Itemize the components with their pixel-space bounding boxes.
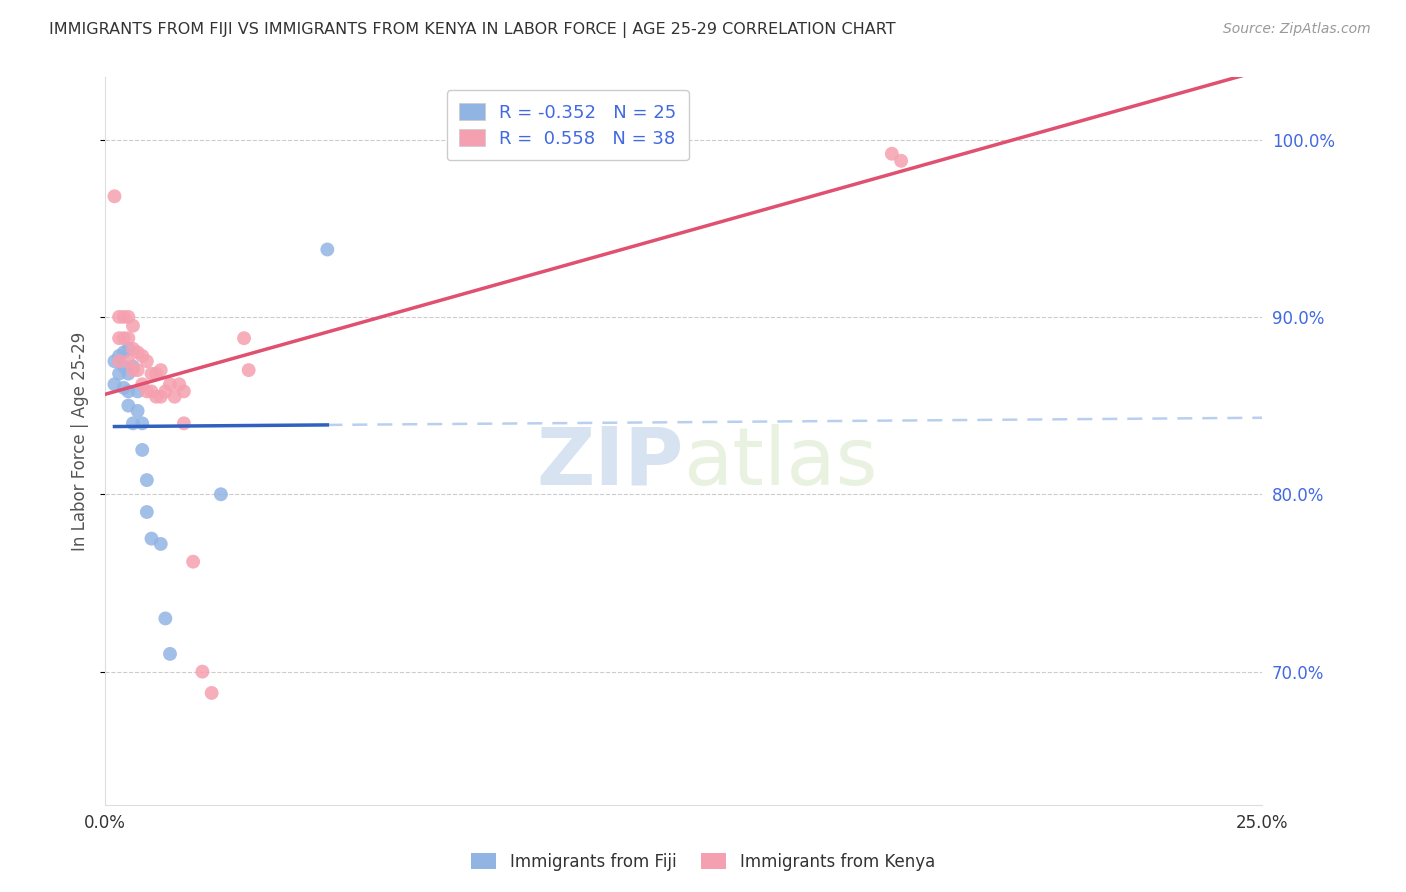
Point (141, 532, 163, 546)
Point (141, 384, 163, 399)
Point (117, 342, 139, 356)
Point (155, 611, 177, 625)
Point (135, 473, 157, 487)
Point (108, 354, 131, 368)
Point (890, 153, 912, 168)
Point (135, 384, 157, 399)
Point (112, 381, 135, 395)
Point (173, 417, 195, 431)
Point (108, 349, 131, 363)
Point (173, 384, 195, 399)
Point (191, 665, 214, 679)
Point (233, 331, 256, 345)
Point (131, 349, 153, 363)
Point (127, 404, 149, 418)
Point (238, 363, 260, 377)
Point (880, 146, 903, 161)
Point (135, 505, 157, 519)
Point (103, 189, 125, 203)
Legend: R = -0.352   N = 25, R =  0.558   N = 38: R = -0.352 N = 25, R = 0.558 N = 38 (447, 90, 689, 161)
Y-axis label: In Labor Force | Age 25-29: In Labor Force | Age 25-29 (72, 332, 89, 550)
Point (122, 363, 145, 377)
Point (112, 331, 135, 345)
Point (533, 146, 555, 161)
Point (122, 359, 145, 374)
Point (209, 487, 232, 501)
Point (112, 359, 135, 374)
Point (117, 310, 139, 324)
Text: atlas: atlas (683, 424, 877, 502)
Point (103, 354, 125, 368)
Point (108, 331, 131, 345)
Point (127, 363, 149, 377)
Point (127, 345, 149, 359)
Point (181, 555, 204, 569)
Point (145, 367, 167, 381)
Point (141, 367, 163, 381)
Point (167, 377, 190, 392)
Point (149, 537, 172, 551)
Point (131, 377, 153, 392)
Point (117, 384, 139, 399)
Point (131, 417, 153, 431)
Point (149, 363, 172, 377)
Point (117, 367, 139, 381)
Point (122, 318, 145, 333)
Point (117, 354, 139, 368)
Point (122, 417, 145, 431)
Point (117, 399, 139, 413)
Legend: Immigrants from Fiji, Immigrants from Kenya: Immigrants from Fiji, Immigrants from Ke… (463, 845, 943, 880)
Point (201, 686, 224, 700)
Point (103, 377, 125, 392)
Point (316, 243, 339, 257)
Point (159, 647, 181, 661)
Point (135, 354, 157, 368)
Point (127, 384, 149, 399)
Point (122, 342, 145, 356)
Point (108, 310, 131, 324)
Point (159, 377, 181, 392)
Point (149, 390, 172, 404)
Text: Source: ZipAtlas.com: Source: ZipAtlas.com (1223, 22, 1371, 37)
Point (145, 390, 167, 404)
Point (163, 390, 186, 404)
Point (131, 442, 153, 457)
Text: ZIP: ZIP (536, 424, 683, 502)
Point (112, 310, 135, 324)
Point (108, 367, 131, 381)
Point (112, 345, 135, 359)
Point (155, 384, 177, 399)
Text: IMMIGRANTS FROM FIJI VS IMMIGRANTS FROM KENYA IN LABOR FORCE | AGE 25-29 CORRELA: IMMIGRANTS FROM FIJI VS IMMIGRANTS FROM … (49, 22, 896, 38)
Point (117, 331, 139, 345)
